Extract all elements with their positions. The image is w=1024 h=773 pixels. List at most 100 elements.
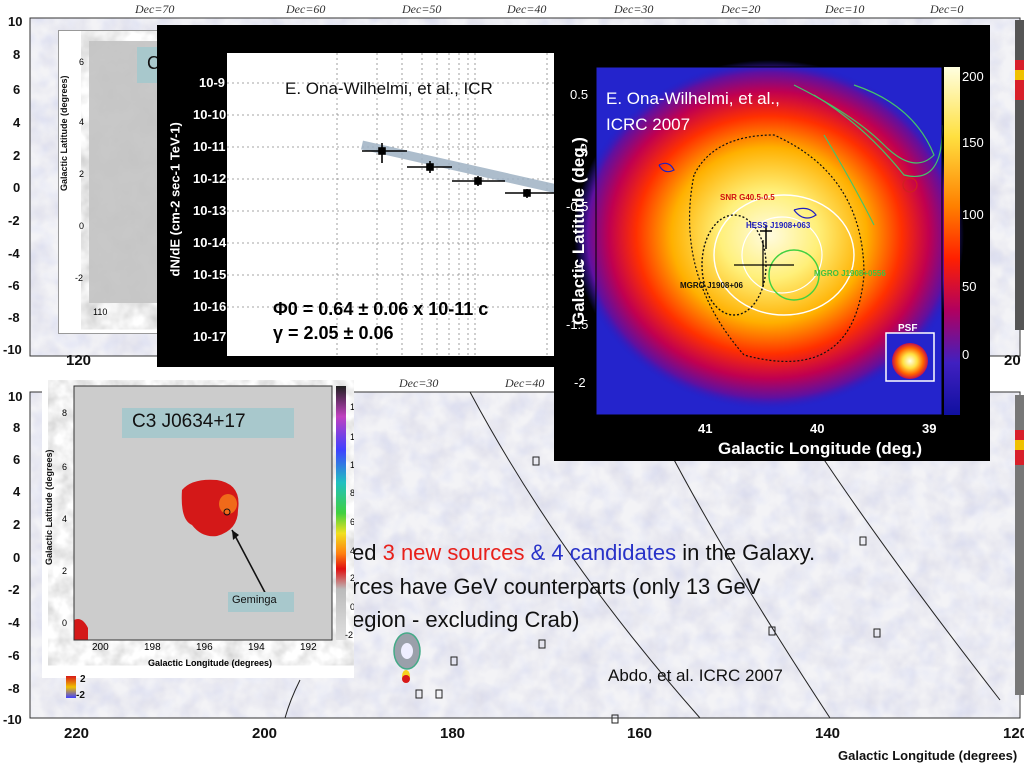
dec-label: Dec=70 <box>135 2 175 16</box>
skymap-cbar-tick: 200 <box>962 69 984 84</box>
geminga-cbar-tick: 2 <box>350 573 354 583</box>
cygnus-ytick: 0 <box>79 221 85 231</box>
geminga-ytick: 8 <box>62 408 68 418</box>
dec-label: Dec=30 <box>399 376 439 390</box>
geminga-panel: Galactic Latitude (degrees) C3 J0634+17 … <box>42 380 354 678</box>
cygnus-inset: Galactic Latitude (degrees) C 6 4 2 0 -2… <box>58 30 170 334</box>
geminga-xtick: 194 <box>248 642 265 653</box>
cygnus-ylabel: Galactic Latitude (degrees) <box>59 75 69 191</box>
geminga-ytick: 0 <box>62 618 68 628</box>
spectrum-plot <box>227 53 597 358</box>
lat-tick: -8 <box>8 310 20 325</box>
skymap-cbar-tick: 100 <box>962 207 984 222</box>
dec-label: Dec=10 <box>825 2 865 16</box>
cygnus-ytick: -2 <box>75 273 84 283</box>
geminga-cbar-tick: 6 <box>350 517 354 527</box>
summary-text: in the Galaxy. <box>676 540 816 565</box>
spectrum-citation: E. Ona-Wilhelmi, et al., ICR <box>285 79 493 98</box>
lon-tick: 20 <box>1004 352 1021 369</box>
lat-tick: 4 <box>13 115 21 130</box>
lon-tick: 180 <box>440 725 466 742</box>
lon-tick: 120 <box>66 352 92 369</box>
dec-label: Dec=40 <box>507 2 547 16</box>
hess-label: HESS J1908+063 <box>746 221 811 230</box>
spectrum-ytick: 10-11 <box>193 139 226 154</box>
skymap-xtick: 40 <box>810 421 825 436</box>
lat-tick: -10 <box>3 342 22 357</box>
lat-tick: 6 <box>13 82 21 97</box>
skymap-graphic: Galactic Latitude (deg.) <box>569 60 964 416</box>
geminga-cbar-tick: 4 <box>350 546 354 556</box>
lat-tick: -4 <box>8 246 20 261</box>
spectrum-ytick: 10-14 <box>193 235 227 250</box>
lat-tick: 2 <box>13 148 21 163</box>
dec-label: Dec=20 <box>721 2 761 16</box>
lat-tick: 10 <box>8 14 23 29</box>
lat-tick: 6 <box>13 452 21 467</box>
dec-label: Dec=0 <box>930 2 964 16</box>
mgro-label: MGRO J1908+06 <box>680 281 743 290</box>
geminga-arrow-label: Geminga <box>232 594 277 606</box>
skymap-ylabel: Galactic Latitude (deg.) <box>569 137 588 325</box>
spectrum-gamma: γ = 2.05 ± 0.06 <box>273 323 394 343</box>
geminga-xlabel: Galactic Longitude (degrees) <box>148 658 273 668</box>
lon-tick: 140 <box>815 725 841 742</box>
lat-tick: 8 <box>13 420 21 435</box>
lat-tick: 4 <box>13 484 21 499</box>
spectrum-ytick: 10-12 <box>193 171 227 186</box>
summary-line-2: rces have GeV counterparts (only 13 GeV <box>352 574 761 599</box>
lat-tick: -2 <box>8 213 20 228</box>
skymap-panel: Galactic Latitude (deg.) E. Ona-Wilhelmi… <box>554 25 990 461</box>
lon-tick: 160 <box>627 725 653 742</box>
lat-tick: -4 <box>8 615 20 630</box>
spectrum-ytick: 10-10 <box>193 107 227 122</box>
summary-ampersand: & <box>524 540 552 565</box>
geminga-xtick: 198 <box>144 642 161 653</box>
skymap-ytick: 0 <box>580 141 588 156</box>
geminga-source-label: C3 J0634+17 <box>132 411 246 432</box>
geminga-cbar-tick: -2 <box>345 630 354 640</box>
geminga-ytick: 2 <box>62 566 68 576</box>
skymap-cbar-tick: 50 <box>962 279 977 294</box>
spectrum-ytick: 10-13 <box>193 203 227 218</box>
skymap-ytick: -1.5 <box>566 317 589 332</box>
geminga-xtick: 196 <box>196 642 213 653</box>
snr-label: SNR G40.5-0.5 <box>720 193 775 202</box>
summary-line-1: ed 3 new sources & 4 candidates in the G… <box>352 540 815 566</box>
psf-label: PSF <box>898 323 918 334</box>
bottom-axis-label: Galactic Longitude (degrees) <box>838 748 1018 763</box>
spectrum-ylabel: dN/dE (cm-2 sec-1 TeV-1) <box>167 122 183 277</box>
lat-tick: 0 <box>13 180 21 195</box>
credit-text: Abdo, et al. ICRC 2007 <box>608 666 783 685</box>
cygnus-map-graphic: Galactic Latitude (degrees) <box>59 41 169 303</box>
skymap-xtick: 39 <box>922 421 937 436</box>
lat-tick: -2 <box>8 582 20 597</box>
geminga-cbar-tick: 8 <box>350 488 354 498</box>
geminga-ytick: 6 <box>62 462 68 472</box>
lon-tick: 200 <box>252 725 278 742</box>
candidates-text: 4 candidates <box>551 540 677 565</box>
lat-tick: 2 <box>13 517 21 532</box>
lat-tick: -6 <box>8 278 20 293</box>
spectrum-ytick: 10-17 <box>193 329 227 344</box>
spectrum-ytick: 10-9 <box>199 75 226 90</box>
skymap-ytick: 0.5 <box>570 87 589 102</box>
skymap-xlabel: Galactic Longitude (deg.) <box>718 439 923 458</box>
mgro2-label: MGRO J1908+0556 <box>814 269 886 278</box>
spectrum-ytick: 10-15 <box>193 267 227 282</box>
new-sources-text: 3 new sources <box>382 540 525 565</box>
skymap-ytick: -1 <box>574 259 586 274</box>
geminga-cbar-tick: 14 <box>350 402 354 412</box>
cygnus-ytick: 4 <box>79 117 85 127</box>
geminga-xtick: 200 <box>92 642 109 653</box>
skymap-ytick: -2 <box>574 375 586 390</box>
lat-tick: -8 <box>8 681 20 696</box>
geminga-graphic: Galactic Latitude (degrees) <box>44 385 346 641</box>
dec-label: Dec=40 <box>505 376 545 390</box>
summary-line-3: egion - excluding Crab) <box>352 607 580 632</box>
cygnus-ytick: 6 <box>79 57 85 67</box>
spectrum-phi: Φ0 = 0.64 ± 0.06 x 10-11 c <box>273 299 489 319</box>
under-tick: -2 <box>76 690 85 701</box>
geminga-cbar-tick: 12 <box>350 432 354 442</box>
skymap-cbar-tick: 150 <box>962 135 984 150</box>
